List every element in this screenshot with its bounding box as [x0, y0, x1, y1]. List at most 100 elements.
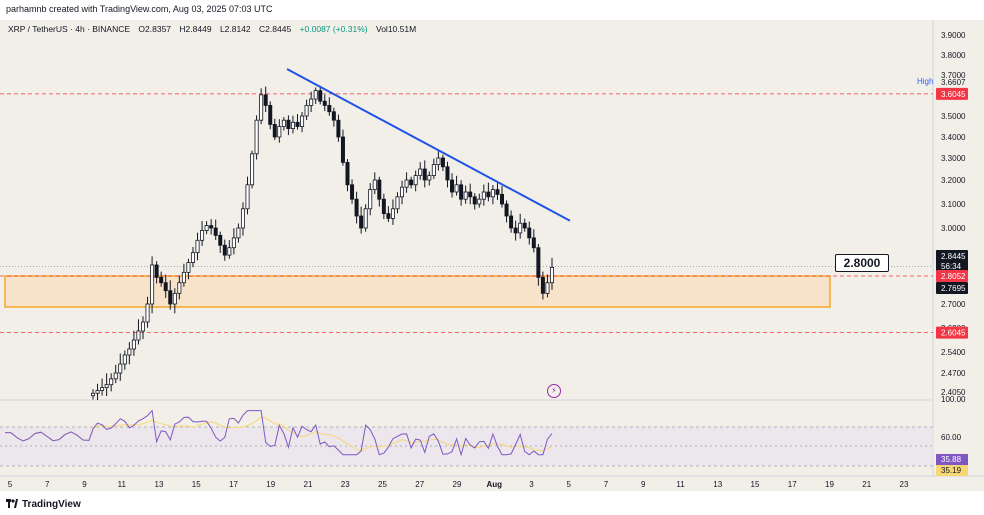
- flash-icon[interactable]: ⚡: [547, 384, 561, 398]
- candle-body[interactable]: [109, 378, 114, 386]
- candle-body[interactable]: [522, 222, 527, 229]
- candle-body[interactable]: [177, 282, 182, 294]
- candle-body[interactable]: [409, 179, 414, 186]
- candle-body[interactable]: [386, 213, 391, 219]
- candle-body[interactable]: [222, 244, 227, 256]
- candle-body[interactable]: [540, 276, 545, 294]
- candle-body[interactable]: [122, 354, 127, 365]
- tradingview-logo[interactable]: TradingView: [6, 498, 81, 510]
- candle-body[interactable]: [313, 90, 318, 100]
- candle-body[interactable]: [550, 267, 555, 284]
- candle-body[interactable]: [531, 237, 536, 249]
- candle-body[interactable]: [309, 98, 314, 106]
- candle-body[interactable]: [486, 191, 491, 198]
- candle-body[interactable]: [168, 290, 173, 305]
- candle-body[interactable]: [418, 168, 423, 176]
- candle-body[interactable]: [359, 215, 364, 229]
- candle-body[interactable]: [163, 282, 168, 292]
- candle-body[interactable]: [336, 119, 341, 138]
- candle-body[interactable]: [545, 282, 550, 294]
- candle-body[interactable]: [440, 157, 445, 168]
- candle-body[interactable]: [277, 126, 282, 138]
- candle-body[interactable]: [127, 348, 132, 356]
- candle-body[interactable]: [236, 227, 241, 239]
- candle-body[interactable]: [186, 262, 191, 273]
- candle-body[interactable]: [204, 225, 209, 231]
- candle-body[interactable]: [372, 179, 377, 190]
- candle-body[interactable]: [159, 276, 164, 284]
- candle-body[interactable]: [500, 193, 505, 205]
- candle-body[interactable]: [363, 208, 368, 229]
- candle-body[interactable]: [154, 264, 159, 278]
- candle-body[interactable]: [427, 175, 432, 181]
- trendline[interactable]: [286, 68, 571, 222]
- candle-body[interactable]: [227, 247, 232, 256]
- candle-body[interactable]: [445, 166, 450, 181]
- candle-body[interactable]: [504, 203, 509, 217]
- candle-body[interactable]: [322, 100, 327, 106]
- candle-body[interactable]: [431, 164, 436, 177]
- candle-body[interactable]: [345, 161, 350, 186]
- candle-body[interactable]: [400, 186, 405, 198]
- candle-body[interactable]: [209, 225, 214, 229]
- candle-body[interactable]: [381, 198, 386, 214]
- candle-body[interactable]: [200, 230, 205, 241]
- candle-body[interactable]: [300, 115, 305, 127]
- support-zone[interactable]: [4, 275, 831, 308]
- candle-body[interactable]: [190, 252, 195, 263]
- candle-body[interactable]: [218, 234, 223, 246]
- candle-body[interactable]: [495, 189, 500, 195]
- candle-body[interactable]: [340, 136, 345, 163]
- candle-body[interactable]: [472, 196, 477, 205]
- candle-body[interactable]: [250, 153, 255, 186]
- candle-body[interactable]: [245, 184, 250, 210]
- candle-body[interactable]: [318, 90, 323, 102]
- candle-body[interactable]: [195, 239, 200, 254]
- candle-body[interactable]: [181, 271, 186, 284]
- candle-body[interactable]: [377, 179, 382, 200]
- candle-body[interactable]: [481, 191, 486, 200]
- candle-body[interactable]: [536, 247, 541, 278]
- candle-body[interactable]: [463, 191, 468, 200]
- candle-body[interactable]: [290, 121, 295, 130]
- candle-body[interactable]: [213, 227, 218, 236]
- candle-body[interactable]: [331, 111, 336, 121]
- support-label-callout[interactable]: 2.8000: [835, 254, 889, 272]
- candle-body[interactable]: [295, 121, 300, 127]
- candle-body[interactable]: [527, 227, 532, 239]
- candle-body[interactable]: [263, 94, 268, 106]
- candle-body[interactable]: [95, 390, 100, 394]
- candle-body[interactable]: [172, 292, 177, 305]
- candle-body[interactable]: [113, 372, 118, 380]
- candle-body[interactable]: [140, 321, 145, 332]
- candle-body[interactable]: [304, 105, 309, 117]
- candle-body[interactable]: [390, 208, 395, 219]
- candle-body[interactable]: [404, 179, 409, 188]
- candle-body[interactable]: [459, 184, 464, 200]
- candle-body[interactable]: [272, 124, 277, 138]
- candle-body[interactable]: [131, 339, 136, 350]
- candle-body[interactable]: [354, 198, 359, 217]
- candle-body[interactable]: [468, 191, 473, 198]
- candle-body[interactable]: [436, 157, 441, 165]
- rsi-line[interactable]: [4, 409, 553, 457]
- candle-body[interactable]: [327, 105, 332, 113]
- candle-body[interactable]: [254, 119, 259, 155]
- candle-body[interactable]: [477, 198, 482, 205]
- candle-body[interactable]: [286, 119, 291, 129]
- candle-body[interactable]: [240, 208, 245, 229]
- candle-body[interactable]: [268, 105, 273, 125]
- candle-body[interactable]: [104, 384, 109, 389]
- symbol-name[interactable]: XRP / TetherUS · 4h · BINANCE: [8, 24, 131, 34]
- candle-body[interactable]: [150, 264, 155, 305]
- candle-body[interactable]: [395, 196, 400, 210]
- candle-body[interactable]: [422, 168, 427, 181]
- candle-body[interactable]: [509, 215, 514, 229]
- candle-body[interactable]: [259, 94, 264, 121]
- candle-body[interactable]: [91, 392, 96, 397]
- candle-body[interactable]: [518, 222, 523, 234]
- candle-body[interactable]: [100, 387, 105, 391]
- candle-body[interactable]: [118, 363, 123, 374]
- candle-body[interactable]: [350, 184, 355, 200]
